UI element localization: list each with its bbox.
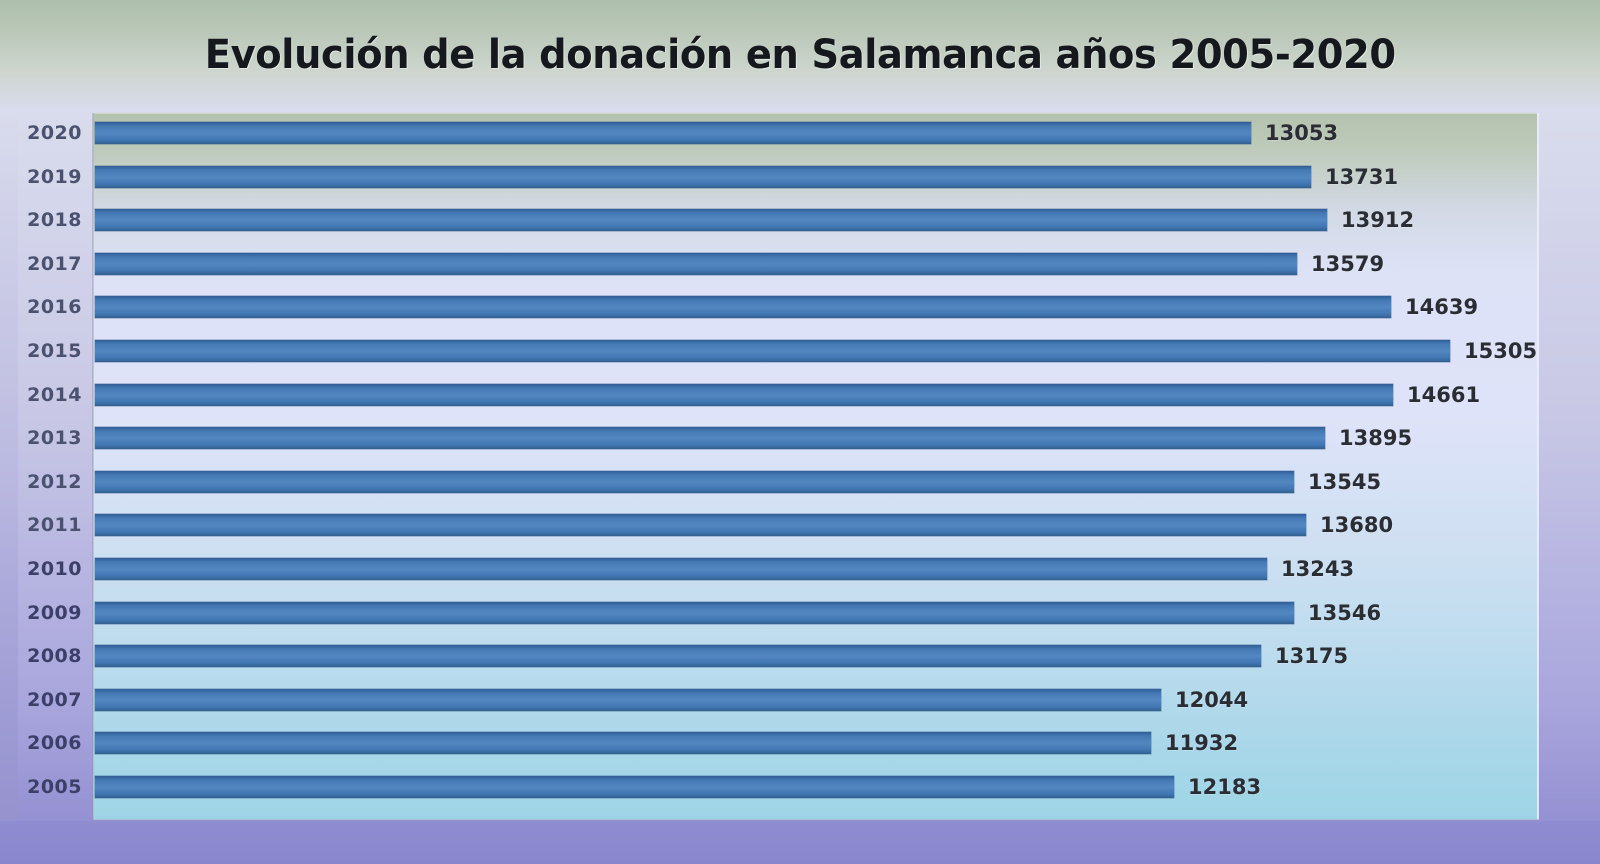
bar-row: 2020 13053 <box>0 120 1600 146</box>
bar-rows: 2020 13053 2019 13731 2018 13912 2017 13579 2016… <box>0 113 1600 820</box>
value-label-2009: 13546 <box>1308 600 1382 625</box>
bar-row: 2019 13731 <box>0 164 1600 190</box>
bar-2013[interactable] <box>95 427 1325 450</box>
bar-row: 2010 13243 <box>0 556 1600 582</box>
value-label-2011: 13680 <box>1320 513 1394 538</box>
bar-row: 2015 15305 <box>0 338 1600 364</box>
value-label-2018: 13912 <box>1341 208 1415 233</box>
bar-2016[interactable] <box>95 296 1391 319</box>
bar-row: 2008 13175 <box>0 643 1600 669</box>
category-label-2014: 2014 <box>27 383 82 406</box>
category-label-2006: 2006 <box>27 732 82 755</box>
bar-row: 2011 13680 <box>0 512 1600 538</box>
bar-row: 2017 13579 <box>0 251 1600 277</box>
bar-row: 2007 12044 <box>0 687 1600 713</box>
bar-2020[interactable] <box>95 122 1251 144</box>
bar-row: 2012 13545 <box>0 469 1600 495</box>
bar-2015[interactable] <box>95 340 1450 362</box>
chart-title: Evolución de la donación en Salamanca añ… <box>204 32 1396 78</box>
bar-row: 2009 13546 <box>0 600 1600 626</box>
bar-row: 2006 11932 <box>0 730 1600 756</box>
plot-right-border <box>1537 113 1539 820</box>
value-label-2017: 13579 <box>1311 251 1385 276</box>
value-label-2014: 14661 <box>1407 382 1481 407</box>
bar-row: 2005 12183 <box>0 774 1600 800</box>
category-label-2012: 2012 <box>27 470 82 493</box>
bar-2006[interactable] <box>95 732 1151 755</box>
value-label-2010: 13243 <box>1281 557 1355 581</box>
bar-2019[interactable] <box>95 165 1311 188</box>
value-label-2016: 14639 <box>1405 295 1479 320</box>
bar-2012[interactable] <box>95 470 1294 493</box>
bar-2017[interactable] <box>95 252 1297 275</box>
category-label-2020: 2020 <box>27 122 82 144</box>
value-label-2008: 13175 <box>1275 644 1349 669</box>
value-label-2019: 13731 <box>1325 164 1399 189</box>
category-label-2005: 2005 <box>27 776 82 798</box>
bar-2008[interactable] <box>95 645 1261 668</box>
bar-row: 2018 13912 <box>0 207 1600 233</box>
bar-row: 2013 13895 <box>0 425 1600 451</box>
category-label-2018: 2018 <box>27 209 82 232</box>
plot-bottom-border <box>93 819 1540 821</box>
bar-2018[interactable] <box>95 209 1327 232</box>
category-label-2019: 2019 <box>27 165 82 188</box>
bar-2009[interactable] <box>95 601 1294 624</box>
value-label-2015: 15305 <box>1464 339 1538 363</box>
title-band: Evolución de la donación en Salamanca añ… <box>0 0 1600 110</box>
category-label-2013: 2013 <box>27 427 82 450</box>
value-label-2012: 13545 <box>1308 469 1382 494</box>
bar-row: 2014 14661 <box>0 382 1600 408</box>
bar-2011[interactable] <box>95 514 1306 537</box>
bar-2005[interactable] <box>95 776 1174 798</box>
value-label-2007: 12044 <box>1175 687 1249 712</box>
value-label-2005: 12183 <box>1188 775 1262 799</box>
value-label-2006: 11932 <box>1165 731 1239 756</box>
category-label-2015: 2015 <box>27 340 82 362</box>
bar-2010[interactable] <box>95 558 1267 580</box>
category-label-2010: 2010 <box>27 558 82 580</box>
category-label-2017: 2017 <box>27 252 82 275</box>
slide-bottom-strip <box>0 821 1600 864</box>
category-label-2011: 2011 <box>27 514 82 537</box>
category-label-2008: 2008 <box>27 645 82 668</box>
bar-2014[interactable] <box>95 383 1393 406</box>
bar-2007[interactable] <box>95 688 1161 711</box>
plot-left-border <box>92 113 94 820</box>
bar-row: 2016 14639 <box>0 294 1600 320</box>
category-label-2007: 2007 <box>27 688 82 711</box>
category-label-2016: 2016 <box>27 296 82 319</box>
category-label-2009: 2009 <box>27 601 82 624</box>
value-label-2013: 13895 <box>1339 426 1413 451</box>
value-label-2020: 13053 <box>1265 121 1339 145</box>
